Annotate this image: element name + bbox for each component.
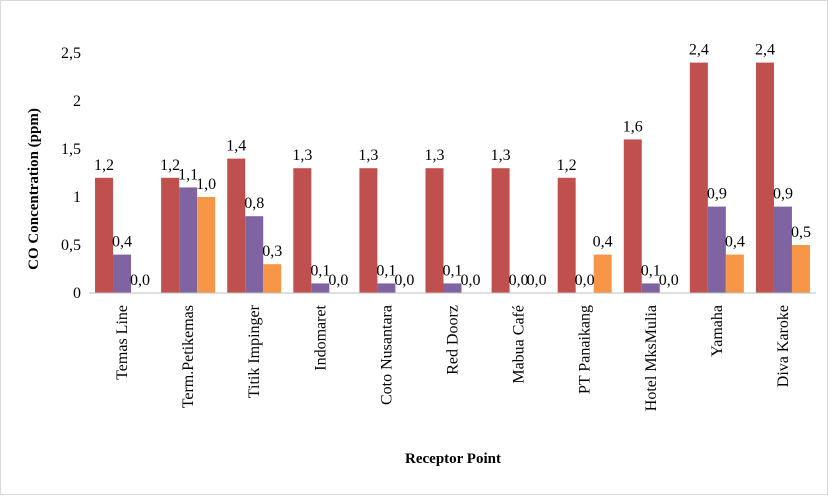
bar [791, 245, 810, 293]
x-tick-label: Mabua Café [511, 305, 528, 384]
x-axis-ticks: Temas Line Term.Petikemas Titik Impinger In… [114, 304, 792, 411]
data-label: 1,2 [94, 157, 114, 174]
x-tick-label: Term.Petikemas [180, 305, 197, 408]
data-label: 0,9 [707, 186, 727, 203]
data-label: 1,3 [491, 147, 511, 164]
data-label: 1,3 [292, 147, 312, 164]
data-label: 0,4 [593, 234, 613, 251]
data-label: 1,0 [196, 176, 216, 193]
bars [95, 62, 810, 293]
bar [773, 206, 792, 293]
bar [227, 158, 246, 293]
y-tick-label: 2 [73, 93, 81, 110]
x-tick-label: Indomaret [312, 304, 329, 370]
x-tick-label: Titik Impinger [246, 304, 263, 398]
data-label: 0,4 [725, 234, 745, 251]
bar [113, 254, 132, 293]
bar [197, 197, 216, 293]
x-tick-label: Diva Karoke [775, 305, 792, 387]
data-label: 1,1 [178, 166, 198, 183]
y-tick-label: 2,5 [61, 45, 81, 62]
data-label: 1,4 [226, 138, 246, 155]
data-label: 0,8 [244, 195, 264, 212]
x-axis-title: Receptor Point [405, 451, 501, 467]
x-tick-label: Red Doorz [445, 305, 462, 375]
data-label: 2,4 [755, 42, 775, 59]
data-label: 1,3 [425, 147, 445, 164]
bar [161, 177, 180, 293]
data-label: 0,0 [328, 272, 348, 289]
bar [311, 283, 330, 293]
bar [293, 168, 312, 293]
bar [491, 168, 510, 293]
bar [725, 254, 744, 293]
bar [707, 206, 726, 293]
y-axis-ticks: 0 0,5 1 1,5 2 2,5 [61, 45, 81, 302]
data-label: 0,0 [527, 272, 547, 289]
bar [245, 216, 264, 293]
y-tick-label: 1 [73, 189, 81, 206]
y-tick-label: 1,5 [61, 141, 81, 158]
data-label: 1,3 [358, 147, 378, 164]
data-label: 0,9 [773, 186, 793, 203]
data-label: 0,1 [376, 262, 396, 279]
bar [377, 283, 396, 293]
bar [263, 264, 282, 293]
data-label: 0,0 [394, 272, 414, 289]
data-label: 0,1 [443, 262, 463, 279]
y-axis-title: CO Concentration (ppm) [26, 108, 42, 270]
y-tick-label: 0,5 [61, 237, 81, 254]
bar [95, 177, 114, 293]
data-label: 1,2 [557, 157, 577, 174]
data-label: 0,1 [641, 262, 661, 279]
bar [557, 177, 576, 293]
data-label: 1,6 [623, 118, 643, 135]
bar [623, 139, 642, 293]
bar [359, 168, 378, 293]
data-label: 0,1 [310, 262, 330, 279]
data-label: 0,0 [461, 272, 481, 289]
bar [755, 62, 774, 293]
data-label: 2,4 [689, 42, 709, 59]
bar [593, 254, 612, 293]
bar [443, 283, 462, 293]
data-label: 0,0 [575, 272, 595, 289]
x-tick-label: Temas Line [114, 305, 131, 380]
data-label: 0,5 [791, 224, 811, 241]
data-label: 0,0 [659, 272, 679, 289]
data-labels: 1,2 1,2 1,4 1,3 1,3 1,3 1,3 1,2 1,6 2,4 2,4 0,4 1,1 0… [94, 42, 811, 289]
x-tick-label: Coto Nusantara [378, 305, 395, 405]
bar [179, 187, 198, 293]
x-tick-label: PT Panaikang [577, 305, 594, 394]
x-tick-label: Hotel MksMulia [643, 305, 660, 411]
bar [641, 283, 660, 293]
data-label: 1,2 [160, 157, 180, 174]
bar [689, 62, 708, 293]
data-label: 0,3 [262, 243, 282, 260]
data-label: 0,0 [509, 272, 529, 289]
bar [425, 168, 444, 293]
y-tick-label: 0 [73, 285, 81, 302]
x-tick-label: Yamaha [709, 305, 726, 357]
data-label: 0,0 [130, 272, 150, 289]
data-label: 0,4 [112, 234, 132, 251]
